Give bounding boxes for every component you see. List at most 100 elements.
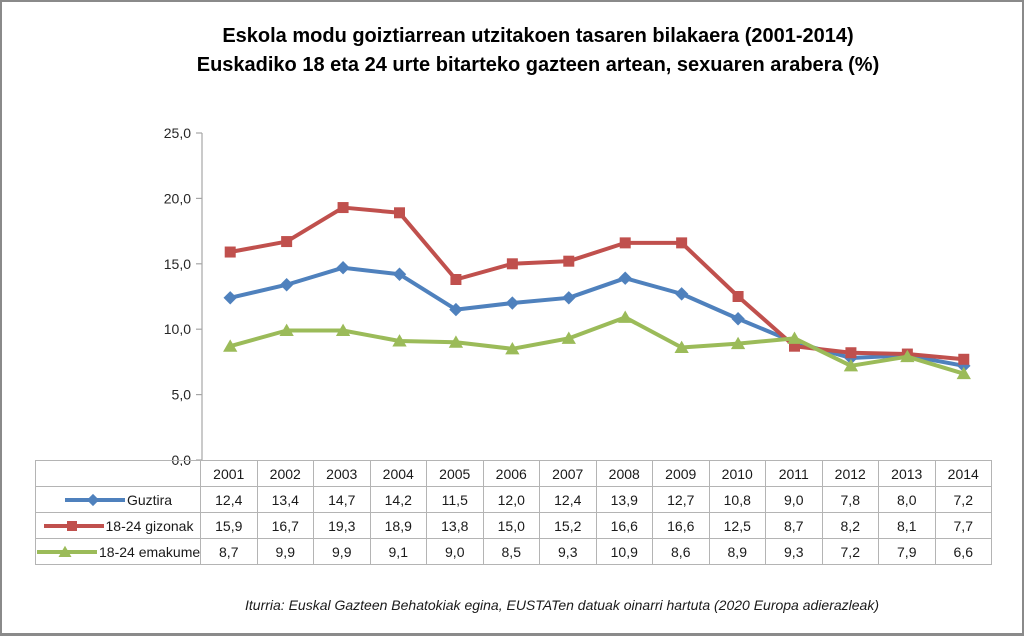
year-header-cell: 2003 bbox=[313, 460, 371, 487]
triangle-marker bbox=[674, 340, 689, 354]
square-marker bbox=[337, 202, 349, 214]
triangle-marker bbox=[618, 310, 633, 323]
year-header-cell: 2014 bbox=[934, 460, 992, 487]
value-cell: 7,9 bbox=[878, 538, 936, 565]
chart-title-line1: Eskola modu goiztiarrean utzitakoen tasa… bbox=[222, 25, 854, 47]
value-cell: 12,4 bbox=[200, 486, 258, 513]
square-marker bbox=[789, 340, 800, 352]
value-cell: 19,3 bbox=[313, 512, 371, 539]
triangle-marker bbox=[279, 323, 294, 337]
legend-label: 18-24 emakumeak bbox=[99, 543, 201, 560]
triangle-marker bbox=[335, 323, 351, 337]
year-header-cell: 2012 bbox=[821, 460, 879, 487]
triangle-legend-icon bbox=[37, 545, 97, 557]
year-header-cell: 2013 bbox=[878, 460, 936, 487]
series-line-square bbox=[228, 205, 966, 362]
square-marker bbox=[619, 237, 631, 249]
value-cell: 7,7 bbox=[934, 512, 992, 539]
value-cell: 8,1 bbox=[878, 512, 936, 539]
value-cell: 15,0 bbox=[482, 512, 540, 539]
chart-data-table: 2001 2002 2003 2004 2005 2006 2007 2008 2009 2010… bbox=[35, 460, 992, 565]
diamond-marker bbox=[562, 291, 576, 305]
square-marker bbox=[224, 246, 236, 258]
series-line-triangle bbox=[228, 315, 966, 376]
square-marker bbox=[281, 236, 293, 248]
value-cell: 11,5 bbox=[426, 486, 484, 513]
diamond-marker bbox=[618, 271, 632, 285]
square-legend-icon bbox=[43, 520, 104, 531]
diamond-legend-icon bbox=[64, 493, 125, 506]
value-cell: 8,7 bbox=[200, 538, 258, 565]
triangle-marker bbox=[730, 336, 746, 350]
value-cell: 12,7 bbox=[652, 486, 710, 513]
series-row: Guztira 12,4 13,4 14,7 14,2 11,5 12,0 12,4 13,9 1… bbox=[35, 486, 992, 513]
value-cell: 10,9 bbox=[595, 538, 653, 565]
value-cell: 7,8 bbox=[821, 486, 879, 513]
value-cell: 7,2 bbox=[821, 538, 879, 565]
value-cell: 15,2 bbox=[539, 512, 597, 539]
square-marker bbox=[845, 347, 857, 359]
year-header-cell: 2011 bbox=[765, 460, 823, 487]
triangle-marker bbox=[505, 341, 520, 355]
diamond-marker bbox=[336, 261, 350, 275]
square-marker bbox=[394, 207, 405, 219]
triangle-marker bbox=[58, 545, 72, 557]
year-header-cell: 2002 bbox=[256, 460, 314, 487]
value-cell: 16,6 bbox=[652, 512, 710, 539]
value-cell: 9,9 bbox=[256, 538, 314, 565]
triangle-marker bbox=[956, 366, 971, 380]
square-marker bbox=[958, 353, 970, 365]
y-axis-tick-label: 15,0 bbox=[164, 256, 191, 272]
value-cell: 7,2 bbox=[934, 486, 992, 513]
year-header-cell: 2004 bbox=[369, 460, 427, 487]
value-cell: 15,9 bbox=[200, 512, 258, 539]
diamond-marker bbox=[279, 278, 294, 292]
square-marker bbox=[732, 291, 744, 302]
value-cell: 12,0 bbox=[482, 486, 540, 513]
triangle-marker bbox=[392, 334, 407, 347]
diamond-marker bbox=[731, 312, 745, 326]
triangle-marker bbox=[787, 331, 802, 344]
legend-label: 18-24 gizonak bbox=[105, 517, 194, 534]
value-cell: 8,6 bbox=[652, 538, 710, 565]
diamond-marker bbox=[223, 291, 237, 305]
square-marker bbox=[450, 273, 462, 285]
value-cell: 12,4 bbox=[539, 486, 597, 513]
value-cell: 6,6 bbox=[934, 538, 992, 565]
value-cell: 9,9 bbox=[313, 538, 371, 565]
series-row: 18-24 emakumeak8,79,99,99,19,08,59,310,9… bbox=[35, 538, 992, 565]
year-header-cell: 2006 bbox=[482, 460, 540, 487]
value-cell: 12,5 bbox=[708, 512, 766, 539]
square-marker bbox=[66, 520, 77, 531]
square-marker bbox=[676, 237, 688, 249]
legend-cell: 18-24 gizonak bbox=[35, 512, 201, 539]
table-corner-cell bbox=[35, 460, 201, 487]
year-header-cell: 2008 bbox=[595, 460, 653, 487]
triangle-marker bbox=[448, 335, 464, 348]
chart-title: Eskola modu goiztiarrean utzitakoen tasa… bbox=[2, 22, 1022, 80]
series-row: 18-24 gizonak 15,9 16,7 19,3 18,9 13,8 15,0 15,… bbox=[35, 512, 992, 539]
value-cell: 18,9 bbox=[369, 512, 427, 539]
year-header-cell: 2009 bbox=[652, 460, 710, 487]
square-marker bbox=[563, 255, 575, 267]
diamond-marker bbox=[674, 287, 689, 301]
legend-cell: 18-24 emakumeak bbox=[35, 538, 201, 565]
year-header-row: 2001 2002 2003 2004 2005 2006 2007 2008 2009 2010… bbox=[35, 460, 992, 487]
value-cell: 9,3 bbox=[539, 538, 597, 565]
y-axis-tick-label: 10,0 bbox=[164, 321, 191, 337]
year-header-cell: 2001 bbox=[200, 460, 258, 487]
legend-cell: Guztira bbox=[35, 486, 201, 513]
value-cell: 14,7 bbox=[313, 486, 371, 513]
value-cell: 14,2 bbox=[369, 486, 427, 513]
year-header-cell: 2005 bbox=[426, 460, 484, 487]
diamond-marker bbox=[505, 296, 520, 310]
diamond-marker bbox=[392, 267, 407, 281]
y-axis-tick-label: 25,0 bbox=[164, 125, 191, 141]
triangle-marker bbox=[223, 339, 238, 352]
value-cell: 8,5 bbox=[482, 538, 540, 565]
triangle-marker bbox=[900, 349, 915, 363]
series-line-diamond bbox=[228, 265, 966, 368]
chart-title-line2: Euskadiko 18 eta 24 urte bitarteko gazte… bbox=[196, 54, 880, 76]
diamond-marker bbox=[86, 493, 100, 506]
